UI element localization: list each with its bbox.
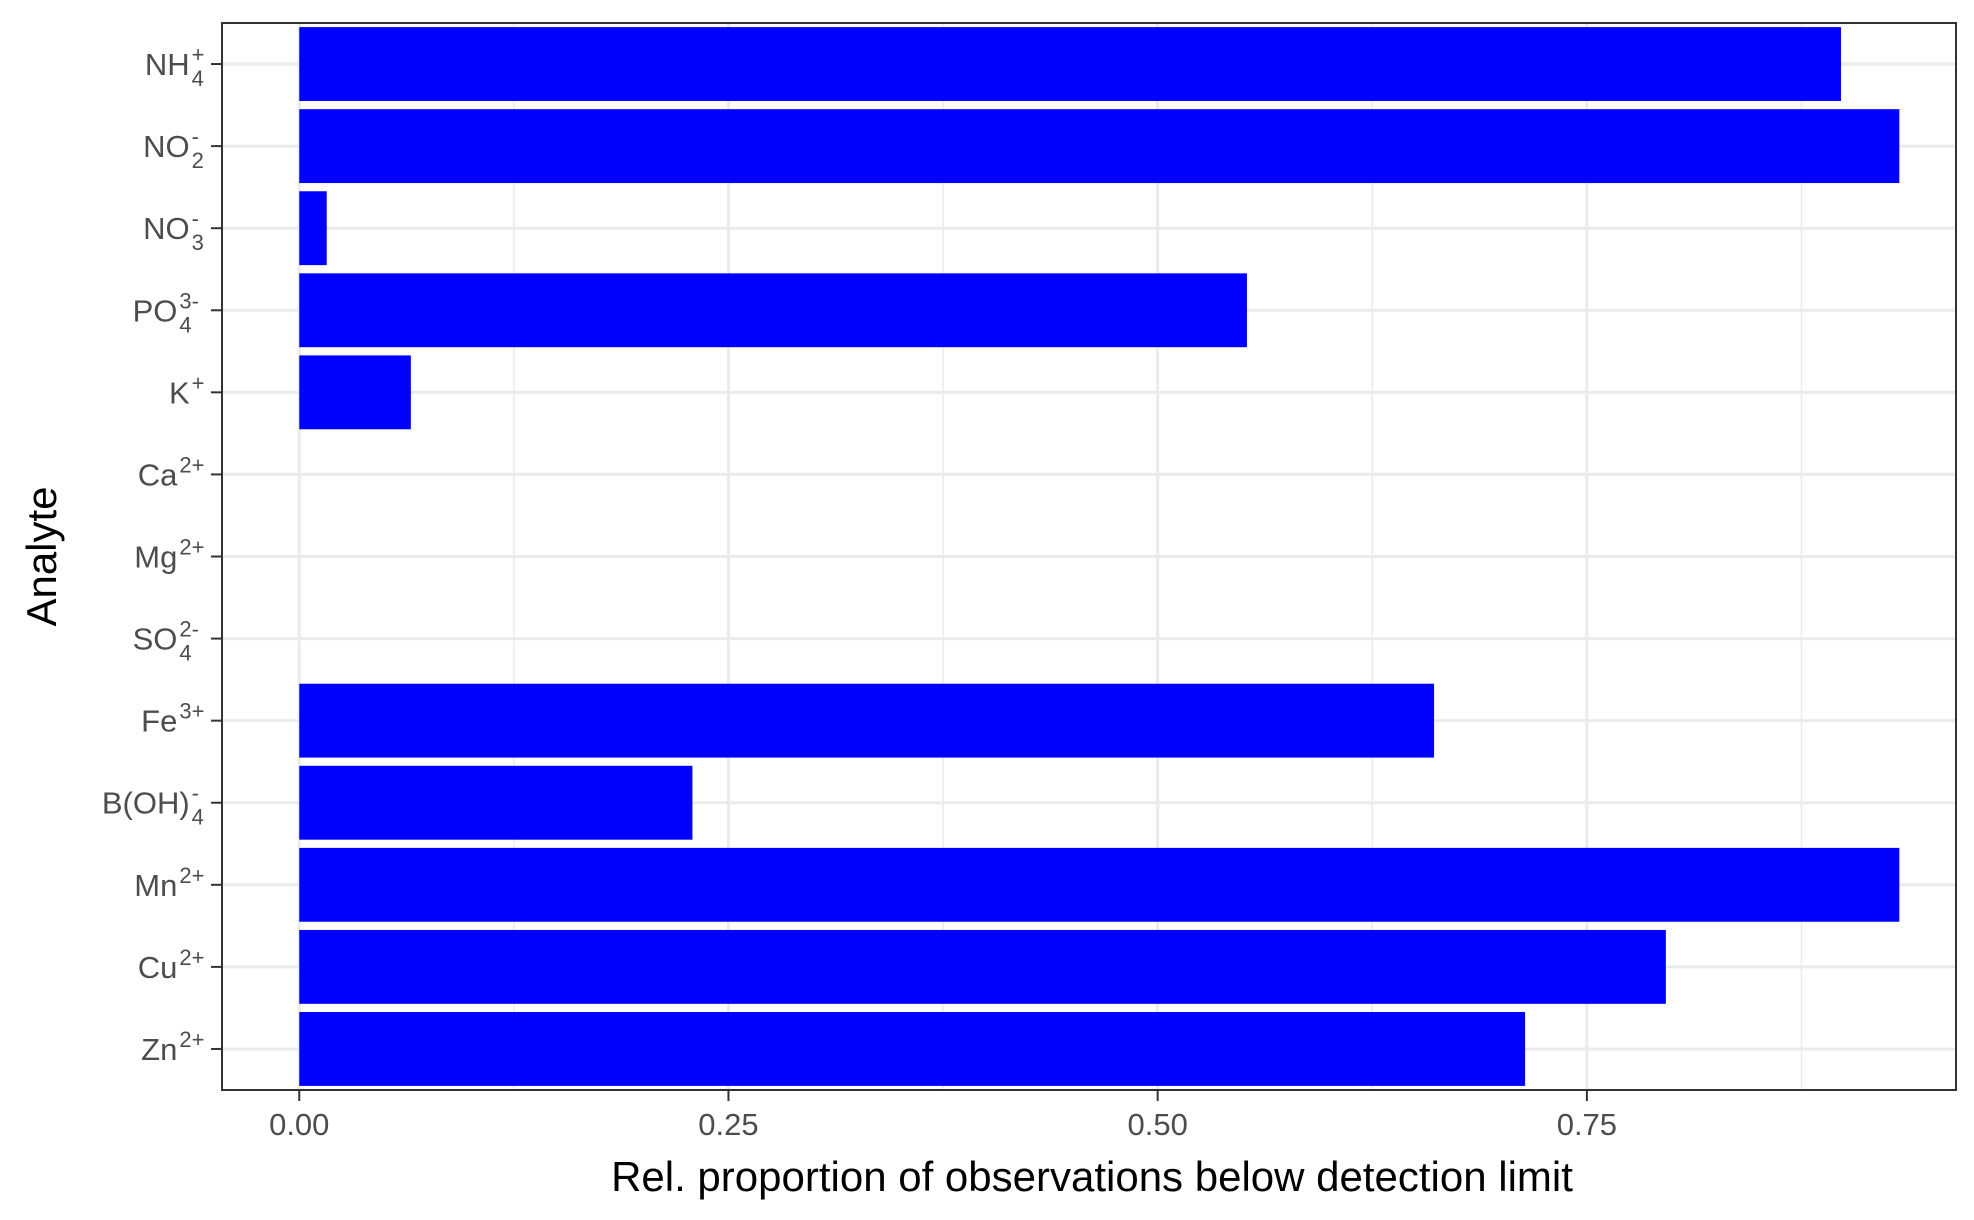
y-tick-label: B(OH) xyxy=(102,786,190,821)
bar xyxy=(299,355,411,430)
bar xyxy=(299,765,693,840)
y-tick-label-superscript: 3+ xyxy=(179,699,204,724)
bar xyxy=(299,929,1666,1004)
bar xyxy=(299,847,1900,922)
y-tick-label: Cu xyxy=(138,950,178,985)
y-tick-label-superscript: + xyxy=(192,370,205,395)
x-axis: 0.00 0.25 0.50 0.75 xyxy=(269,1090,1617,1142)
y-tick-label: Mg xyxy=(134,540,177,575)
bar xyxy=(299,1012,1526,1086)
x-tick-label: 0.25 xyxy=(698,1107,758,1142)
y-tick-label: SO xyxy=(133,622,178,657)
y-tick-label-subscript: 3 xyxy=(192,230,204,255)
y-axis-title: Analyte xyxy=(18,486,65,626)
y-tick-label-superscript: 3- xyxy=(179,288,199,313)
y-tick-label: Mn xyxy=(134,868,177,903)
y-tick-label-superscript: 2+ xyxy=(179,1027,204,1052)
x-axis-title: Rel. proportion of observations below de… xyxy=(611,1153,1573,1200)
bar xyxy=(299,273,1247,348)
x-tick-label: 0.50 xyxy=(1128,1107,1188,1142)
y-tick-label-subscript: 4 xyxy=(179,641,191,666)
y-tick-label-superscript: 2+ xyxy=(179,945,204,970)
y-axis: NH +4NO -2NO -3PO 3-4K +Ca 2+Mg 2+SO 2-4Fe 3+B(OH… xyxy=(102,42,222,1067)
y-tick-label: Fe xyxy=(141,704,177,739)
y-tick-label-subscript: 4 xyxy=(192,66,204,91)
y-tick-label: NH xyxy=(145,47,190,82)
y-tick-label: NO xyxy=(143,129,190,164)
y-tick-label: K xyxy=(169,375,190,410)
bar xyxy=(299,683,1435,758)
y-tick-label-superscript: - xyxy=(192,124,199,149)
y-tick-label-subscript: 4 xyxy=(192,805,204,830)
y-tick-label-superscript: 2+ xyxy=(179,863,204,888)
y-tick-label: NO xyxy=(143,211,190,246)
y-tick-label-subscript: 4 xyxy=(179,312,191,337)
y-tick-label-superscript: - xyxy=(192,781,199,806)
x-tick-label: 0.00 xyxy=(269,1107,329,1142)
y-tick-label-superscript: 2+ xyxy=(179,452,204,477)
bar xyxy=(299,27,1841,101)
y-tick-label: Zn xyxy=(141,1032,177,1067)
y-tick-label: PO xyxy=(133,293,178,328)
x-tick-label: 0.75 xyxy=(1557,1107,1617,1142)
y-tick-label-superscript: - xyxy=(192,206,199,231)
y-tick-label-superscript: + xyxy=(192,42,205,67)
bar xyxy=(299,191,327,266)
y-tick-label-superscript: 2- xyxy=(179,617,199,642)
y-tick-label: Ca xyxy=(138,457,178,492)
y-tick-label-subscript: 2 xyxy=(192,148,204,173)
bars xyxy=(299,27,1900,1086)
y-tick-label-superscript: 2+ xyxy=(179,535,204,560)
bar xyxy=(299,109,1900,184)
